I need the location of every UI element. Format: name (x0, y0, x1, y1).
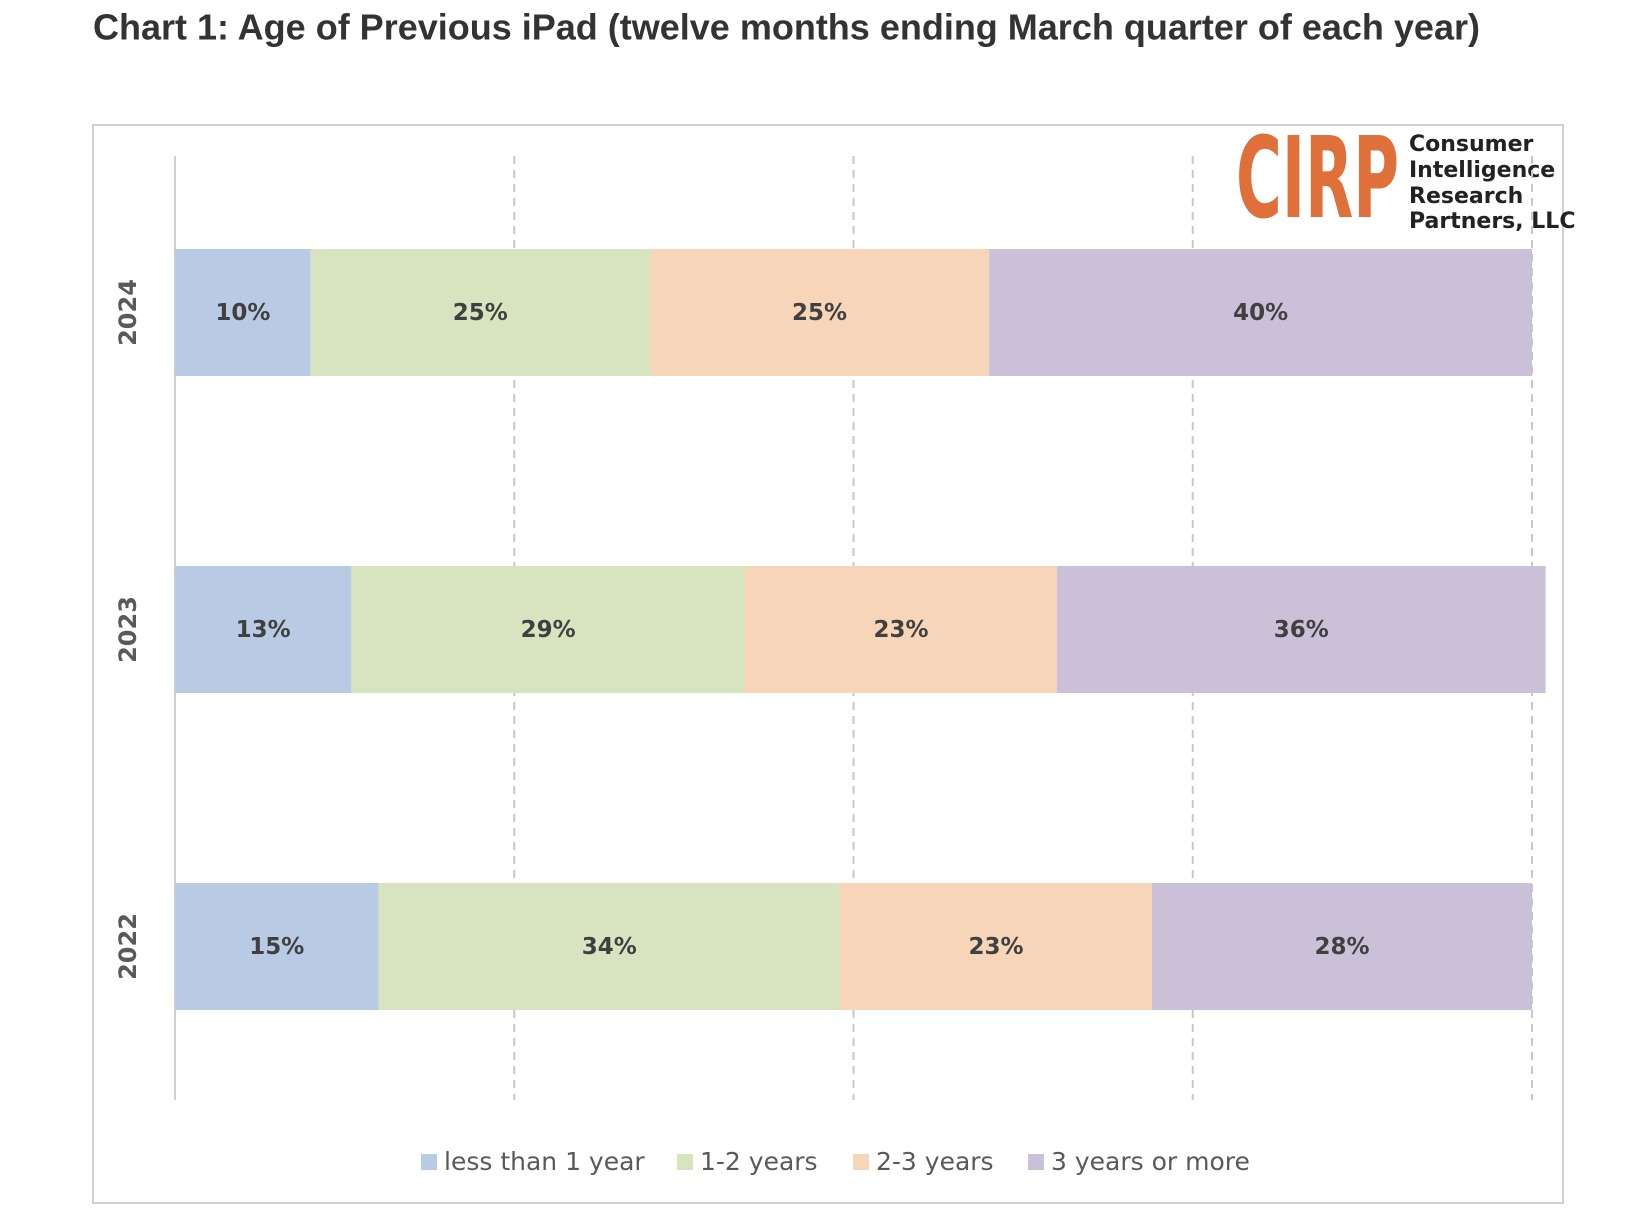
bar-segment (351, 566, 745, 693)
legend-swatch (421, 1154, 437, 1170)
legend-swatch (677, 1154, 693, 1170)
plot-frame (92, 124, 1564, 1204)
y-tick-label: 2023 (114, 596, 142, 663)
y-tick-label: 2024 (114, 279, 142, 346)
bar-segment (989, 249, 1532, 376)
legend-swatch (1028, 1154, 1044, 1170)
logo-text: Partners, LLC (1409, 209, 1575, 234)
data-label: 15% (249, 934, 304, 960)
legend-label: 2-3 years (876, 1147, 994, 1176)
legend-label: 1-2 years (700, 1147, 818, 1176)
data-label: 23% (873, 617, 928, 643)
data-label: 23% (968, 934, 1023, 960)
bar-segment (378, 883, 840, 1010)
y-tick-label: 2022 (114, 913, 142, 980)
bar-segment (1152, 883, 1532, 1010)
legend-label: 3 years or more (1051, 1147, 1250, 1176)
legend-label: less than 1 year (444, 1147, 645, 1176)
logo-text: Consumer (1409, 132, 1534, 157)
data-label: 34% (582, 934, 637, 960)
logo-mark: CIRP (1236, 114, 1399, 244)
data-label: 28% (1314, 934, 1369, 960)
bar-segment (310, 249, 650, 376)
bar-segment (1057, 566, 1546, 693)
data-label: 25% (453, 300, 508, 326)
data-label: 13% (236, 617, 291, 643)
bar-segment (175, 566, 352, 693)
data-label: 36% (1274, 617, 1329, 643)
logo-text: Research (1409, 184, 1523, 209)
bar-segment (649, 249, 990, 376)
bar-segment (839, 883, 1153, 1010)
legend-swatch (853, 1154, 869, 1170)
data-label: 29% (521, 617, 576, 643)
data-label: 40% (1233, 300, 1288, 326)
bar-segment (175, 883, 379, 1010)
bar-segment (744, 566, 1058, 693)
data-label: 25% (792, 300, 847, 326)
logo-text: Intelligence (1409, 158, 1555, 183)
bar-segment (175, 249, 311, 376)
chart-title: Chart 1: Age of Previous iPad (twelve mo… (93, 7, 1480, 48)
data-label: 10% (215, 300, 270, 326)
